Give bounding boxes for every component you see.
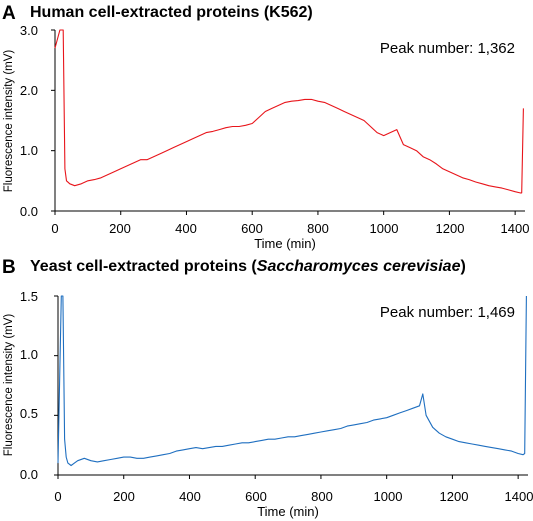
panel-b-title-suffix: ) — [460, 258, 465, 275]
x-tick-label: 1400 — [501, 221, 530, 236]
panel-b-title: Yeast cell-extracted proteins (Saccharom… — [30, 258, 466, 275]
y-tick-label: 1.0 — [20, 143, 38, 158]
panel-b-peak-number: Peak number: 1,469 — [380, 304, 515, 321]
panel-a-y-ticks: 3.0 2.0 1.0 0.0 — [20, 23, 38, 219]
y-tick-label: 2.0 — [20, 83, 38, 98]
y-tick-label: 1.0 — [20, 347, 38, 362]
x-tick-label: 600 — [241, 221, 263, 236]
panel-b-title-species: Saccharomyces cerevisiae — [257, 258, 461, 275]
x-tick-label: 400 — [179, 489, 201, 504]
panel-b-series-line — [57, 295, 527, 467]
y-tick-label: 1.5 — [20, 289, 38, 304]
y-tick-label: 0.5 — [20, 406, 38, 421]
x-tick-label: 400 — [175, 221, 197, 236]
x-tick-label: 1400 — [505, 489, 533, 504]
y-tick-label: 0.0 — [20, 467, 38, 482]
x-tick-label: 800 — [311, 489, 333, 504]
x-tick-label: 1000 — [370, 221, 399, 236]
panel-b: B Yeast cell-extracted proteins (Sacchar… — [2, 257, 533, 519]
panel-b-x-axis-label: Time (min) — [257, 504, 319, 519]
panel-a-x-ticks: 0 200 400 600 800 1000 1200 1400 — [51, 221, 529, 236]
panel-a-letter: A — [2, 3, 16, 24]
panel-b-y-ticks: 1.5 1.0 0.5 0.0 — [20, 289, 38, 482]
x-tick-label: 200 — [109, 221, 131, 236]
x-tick-label: 0 — [51, 221, 58, 236]
panel-a-title: Human cell-extracted proteins (K562) — [30, 4, 313, 21]
panel-b-title-prefix: Yeast cell-extracted proteins ( — [30, 258, 257, 275]
panel-a-y-axis-label: Fluorescence intensity (mV) — [3, 50, 15, 193]
panel-b-letter: B — [2, 257, 16, 278]
panel-b-x-ticks: 0 200 400 600 800 1000 1200 1400 — [54, 489, 533, 504]
x-tick-label: 600 — [245, 489, 267, 504]
panel-a: A Human cell-extracted proteins (K562) F… — [2, 3, 529, 251]
panel-b-plot-area — [54, 295, 528, 479]
x-tick-label: 1200 — [436, 221, 465, 236]
panel-b-y-axis-label: Fluorescence intensity (mV) — [3, 314, 15, 457]
panel-a-series-line — [54, 29, 524, 194]
x-tick-label: 0 — [54, 489, 61, 504]
panel-a-plot-area — [51, 29, 525, 215]
x-tick-label: 800 — [307, 221, 329, 236]
x-tick-label: 1000 — [374, 489, 403, 504]
x-tick-label: 1200 — [440, 489, 469, 504]
panel-a-x-axis-label: Time (min) — [254, 236, 316, 251]
y-tick-label: 0.0 — [20, 204, 38, 219]
x-tick-label: 200 — [113, 489, 135, 504]
panel-a-peak-number: Peak number: 1,362 — [380, 40, 515, 57]
y-tick-label: 3.0 — [20, 23, 38, 38]
